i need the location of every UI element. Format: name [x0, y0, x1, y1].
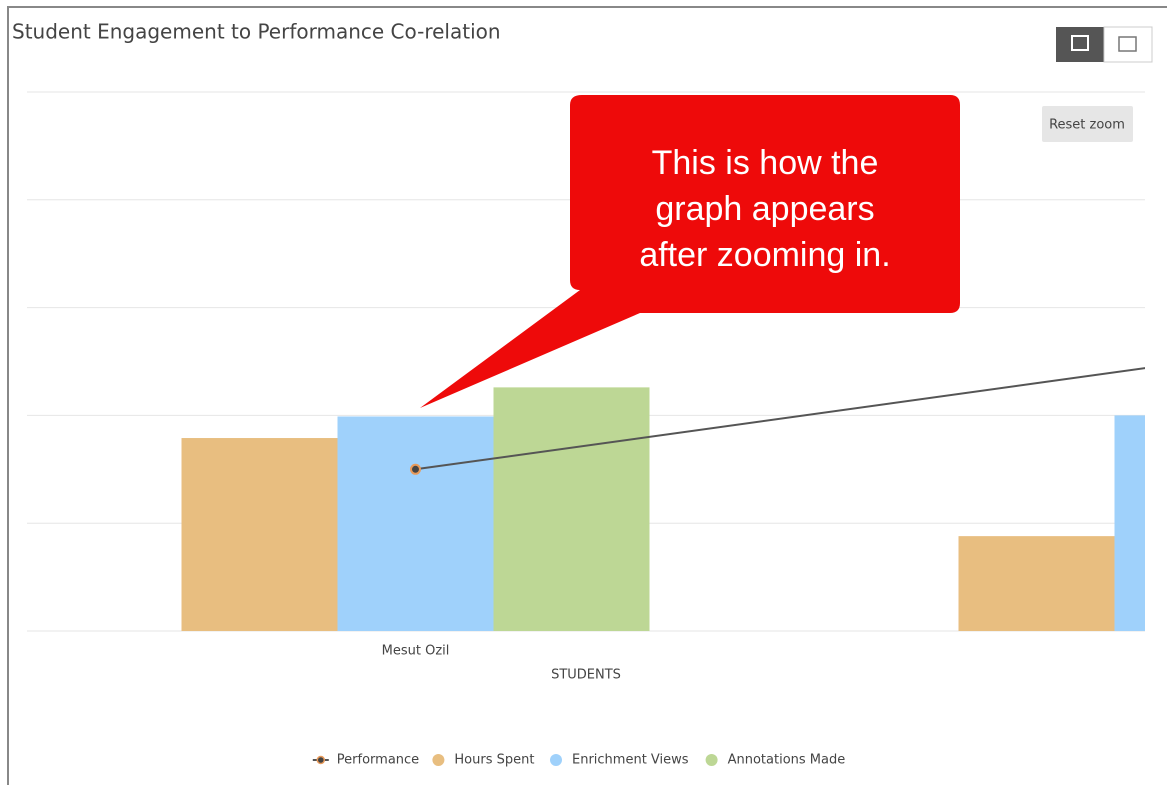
legend-label: Annotations Made [728, 753, 846, 768]
chart: Student Engagement to Performance Co-rel… [0, 0, 1167, 785]
legend-label: Hours Spent [454, 753, 534, 768]
legend-label: Enrichment Views [572, 753, 689, 768]
x-axis-title: STUDENTS [551, 668, 621, 683]
callout: This is how the graph appears after zoom… [590, 140, 940, 278]
x-tick-label: Mesut Ozil [382, 644, 450, 659]
bar [959, 536, 1115, 631]
chart-title: Student Engagement to Performance Co-rel… [12, 20, 501, 44]
bar [494, 387, 650, 631]
line-marker [411, 465, 420, 474]
view-toggle[interactable] [1056, 27, 1152, 62]
bar [338, 416, 494, 631]
legend-marker [432, 754, 444, 766]
reset-zoom-label[interactable]: Reset zoom [1049, 118, 1125, 133]
bar [182, 438, 338, 631]
legend-marker [706, 754, 718, 766]
chart-view-button[interactable] [1056, 27, 1104, 62]
bar [1115, 415, 1167, 631]
legend-label: Performance [337, 753, 419, 768]
legend-marker [317, 757, 324, 764]
table-view-button[interactable] [1104, 27, 1152, 62]
callout-text: This is how the graph appears after zoom… [620, 140, 910, 278]
legend-marker [550, 754, 562, 766]
page: Student Engagement to Performance Co-rel… [0, 0, 1167, 785]
